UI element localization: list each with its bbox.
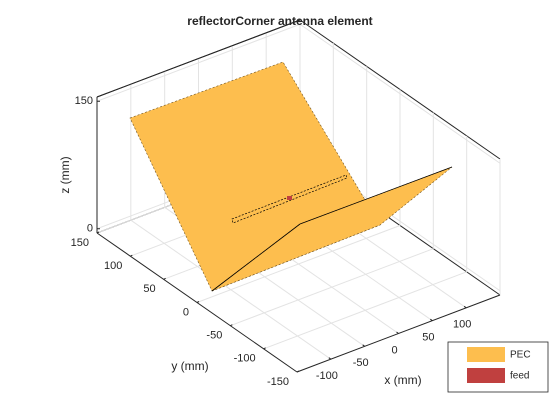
x-tick-label: 0 bbox=[391, 344, 397, 356]
legend-label: PEC bbox=[510, 350, 531, 361]
x-tick-label: -50 bbox=[353, 357, 369, 369]
x-tick bbox=[328, 357, 332, 360]
box-edge bbox=[96, 19, 301, 98]
chart-title: reflectorCorner antenna element bbox=[187, 14, 372, 28]
x-tick-label: 100 bbox=[453, 319, 471, 331]
y-tick-label: 100 bbox=[104, 260, 122, 272]
y-tick bbox=[163, 277, 166, 280]
y-tick bbox=[130, 254, 133, 257]
y-tick bbox=[263, 347, 266, 350]
x-tick bbox=[396, 331, 399, 334]
z-axis-label: z (mm) bbox=[58, 156, 72, 193]
x-tick bbox=[430, 318, 433, 322]
y-tick-label: 0 bbox=[183, 306, 189, 318]
legend: PEC feed bbox=[447, 341, 549, 393]
antenna bbox=[129, 61, 453, 292]
y-tick-label: -150 bbox=[267, 376, 289, 388]
fold-edge bbox=[299, 166, 453, 225]
y-tick-label: -100 bbox=[234, 353, 256, 365]
fold-edge bbox=[211, 223, 301, 292]
grid-line bbox=[299, 23, 501, 164]
legend-label: feed bbox=[510, 371, 529, 382]
y-tick bbox=[230, 324, 233, 327]
y-tick-label: -50 bbox=[206, 330, 222, 342]
x-tick-label: 50 bbox=[422, 332, 434, 344]
grid-line bbox=[263, 271, 467, 350]
x-axis-label: x (mm) bbox=[384, 373, 421, 387]
legend-swatch bbox=[467, 347, 505, 362]
legend-swatch bbox=[467, 368, 505, 383]
y-tick-label: 50 bbox=[143, 283, 155, 295]
x-tick-label: -100 bbox=[316, 370, 338, 382]
grid-line bbox=[96, 23, 301, 102]
feed-point bbox=[287, 196, 292, 200]
y-tick-label: 150 bbox=[71, 237, 89, 249]
z-tick-label: 150 bbox=[75, 95, 93, 107]
y-tick bbox=[196, 301, 200, 303]
grid-line bbox=[196, 225, 401, 303]
grid-line bbox=[230, 248, 434, 327]
y-tick bbox=[296, 370, 300, 373]
x-tick bbox=[463, 305, 467, 309]
x-tick bbox=[362, 344, 365, 347]
y-tick bbox=[96, 231, 100, 234]
y-axis-label: y (mm) bbox=[171, 359, 208, 373]
z-tick-label: 0 bbox=[87, 223, 93, 235]
